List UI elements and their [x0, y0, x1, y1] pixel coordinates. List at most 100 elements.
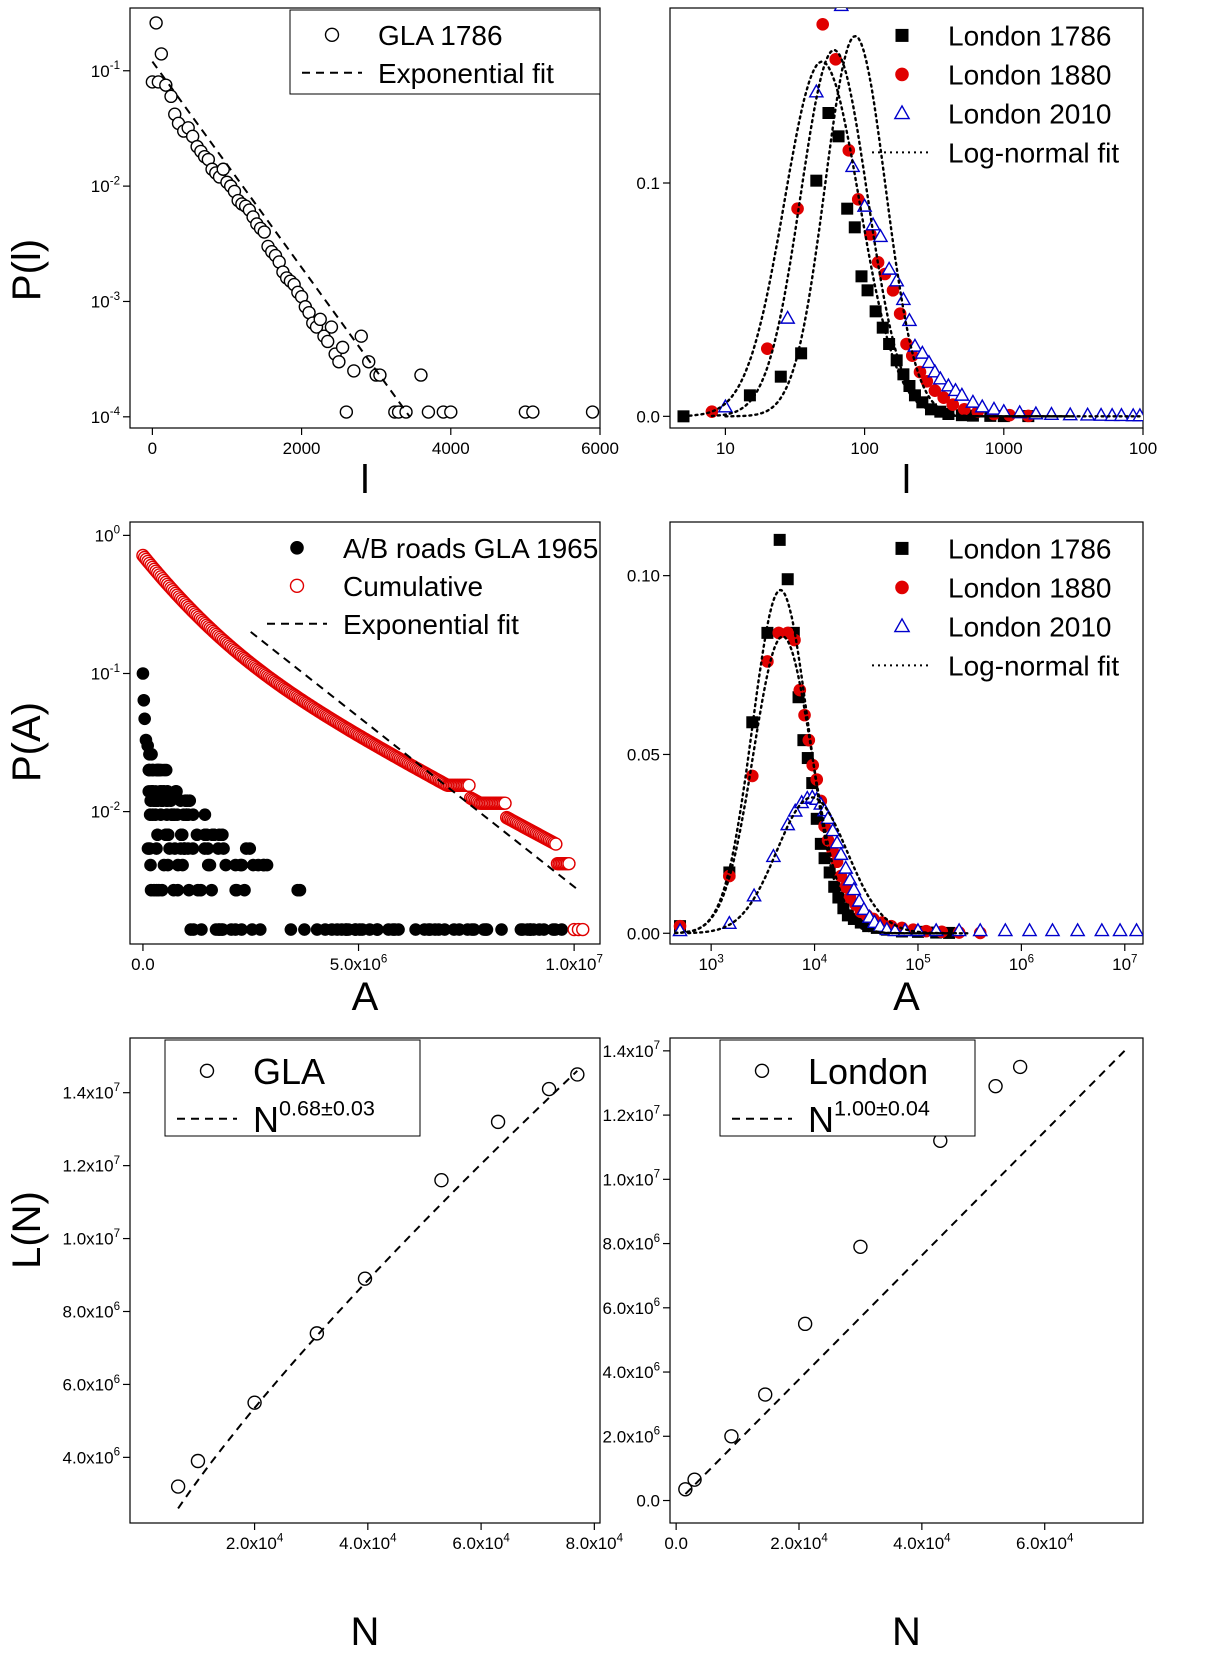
series-cumulative-point — [576, 922, 590, 937]
series-london-2010-point — [846, 881, 862, 896]
y-tick-label: 2.0x106 — [603, 1426, 660, 1447]
series-london-1786-point — [876, 321, 889, 334]
x-tick-label: 4.0x104 — [893, 1532, 951, 1553]
series-a-b-roads-gla-1965-point — [167, 883, 180, 897]
series-london-1786-point — [822, 107, 835, 119]
legend-label: GLA — [253, 1051, 325, 1092]
series-london-2010-point — [851, 892, 867, 907]
series-london-1786-point — [848, 221, 861, 234]
series-london-2010-point — [895, 291, 912, 306]
series-a-b-roads-gla-1965-point — [298, 923, 311, 936]
legend-label: Log-normal fit — [948, 650, 1119, 681]
legend-label: N1.00±0.04 — [808, 1096, 930, 1140]
y-tick-label: 10-1 — [91, 663, 120, 684]
series-london-2010-point — [837, 860, 854, 874]
legend-marker — [895, 541, 909, 555]
series-london-point — [797, 1316, 813, 1332]
plot-frame — [669, 7, 1144, 429]
y-tick-label: 1.0x107 — [603, 1169, 660, 1190]
series-a-b-roads-gla-1965-point — [409, 923, 422, 936]
series-london-2010-point — [974, 398, 991, 413]
series-london-2010-point — [872, 228, 889, 243]
series-london-2010-point — [856, 901, 872, 916]
series-london-point — [988, 1078, 1003, 1094]
series-a-b-roads-gla-1965-point — [175, 828, 188, 842]
y-tick-label: 10-2 — [91, 801, 120, 822]
legend: GLA 1786 Exponential fit — [289, 9, 601, 95]
series-gla-1786-point — [320, 334, 335, 349]
series-gla-point — [570, 1067, 585, 1082]
legend-label: London 1786 — [948, 20, 1112, 51]
series-london-2010-point — [1069, 922, 1086, 937]
series-gla-1786-point — [526, 405, 540, 419]
series-london-2010-point — [914, 345, 931, 359]
y-tick-label: 6.0x106 — [603, 1297, 660, 1318]
series-gla-point — [170, 1479, 186, 1494]
y-tick-label: 0.05 — [627, 745, 660, 764]
legend-label: London 1880 — [948, 59, 1112, 90]
y-tick-label: 1.2x107 — [63, 1155, 120, 1176]
legend-marker — [290, 540, 304, 555]
series-a-b-roads-gla-1965-point — [428, 923, 442, 936]
series-a-b-roads-gla-1965-point — [194, 883, 208, 897]
series-london-2010-point — [824, 822, 841, 837]
series-gla-1786-point — [339, 405, 354, 419]
x-axis-label: A — [352, 975, 379, 1019]
series-london-2010-point — [1093, 407, 1109, 421]
series-gla-point — [190, 1453, 206, 1469]
series-a-b-roads-gla-1965-point — [495, 923, 508, 936]
y-tick-label: 6.0x106 — [63, 1374, 120, 1395]
series-a-b-roads-gla-1965-point — [537, 923, 551, 936]
series-a-b-roads-gla-1965-point — [229, 858, 242, 872]
series-a-b-roads-gla-1965-point — [151, 828, 164, 842]
series-n-line — [684, 1050, 1126, 1495]
y-tick-label: 8.0x106 — [603, 1233, 660, 1254]
x-axis-label: N — [892, 1610, 921, 1654]
series-cumulative-point — [498, 796, 512, 810]
series-gla-1786-point — [159, 78, 173, 92]
panel-f: 0.0 2.0x104 4.0x104 6.0x104 0.0 2.0x106 4.0x10… — [603, 1037, 1144, 1654]
x-tick-label: 105 — [905, 953, 930, 974]
x-axis-label: l — [902, 458, 911, 502]
series-london-1880-point — [760, 342, 774, 355]
series-a-b-roads-gla-1965-point — [370, 923, 384, 936]
x-tick-label: 4000 — [432, 439, 470, 458]
x-tick-label: 106 — [1009, 953, 1034, 974]
series-gla-1786-point — [335, 340, 350, 355]
series-a-b-roads-gla-1965-point — [186, 842, 200, 855]
series-london-2010-point — [1128, 922, 1143, 937]
legend-marker — [893, 104, 911, 120]
series-cumulative-point — [562, 856, 576, 871]
panel-e: 2.0x104 4.0x104 6.0x104 8.0x104 4.0x106 6.0x1… — [63, 1037, 624, 1654]
panel-a: 0 2000 4000 6000 10-1 10-2 10-3 10-4 l GLA 1786 Ex… — [91, 7, 619, 502]
series-a-b-roads-gla-1965-point — [477, 923, 491, 936]
series-a-b-roads-gla-1965-point — [212, 923, 225, 936]
x-tick-label: 2000 — [283, 439, 321, 458]
x-tick-label: 1000 — [985, 439, 1023, 458]
series-gla-1786-point — [324, 320, 339, 334]
series-gla-1786-point — [347, 364, 361, 378]
series-a-b-roads-gla-1965-point — [179, 794, 192, 807]
series-london-2010-point — [1011, 404, 1028, 419]
x-tick-label: 2.0x104 — [770, 1532, 828, 1553]
series-a-b-roads-gla-1965-point — [205, 883, 218, 897]
series-gla-1786-point — [421, 405, 436, 419]
y-tick-label: 0.0 — [636, 407, 660, 426]
series-london-2010-point — [779, 310, 796, 324]
series-london-point — [724, 1429, 739, 1444]
series-log-normal-fit-line — [724, 34, 1143, 418]
series-london-1786-point — [774, 370, 787, 383]
legend-marker — [895, 580, 909, 595]
series-a-b-roads-gla-1965-point — [201, 842, 215, 855]
legend: A/B roads GLA 1965 Cumulative Exponential … — [267, 533, 598, 640]
y-tick-label: 10-1 — [91, 60, 120, 81]
series-london-1786-point — [942, 408, 955, 420]
x-tick-label: 4.0x104 — [339, 1532, 397, 1553]
x-tick-label: 5.0x106 — [330, 953, 387, 974]
series-a-b-roads-gla-1965-point — [293, 883, 307, 897]
y-tick-label: 10-4 — [91, 406, 121, 427]
x-tick-label: 8.0x104 — [566, 1532, 624, 1553]
legend-marker — [754, 1063, 770, 1079]
legend-label: London — [808, 1051, 928, 1092]
